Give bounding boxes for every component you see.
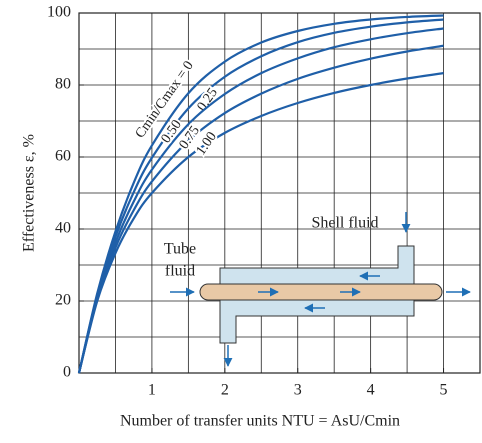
x-tick-label: 2 [221, 382, 229, 399]
curve [77, 14, 444, 374]
curve [77, 18, 444, 374]
plot-frame [78, 12, 481, 374]
x-tick-label: 5 [440, 382, 448, 399]
annotation: Shell fluid [311, 215, 378, 232]
y-tick-label: 60 [55, 148, 71, 165]
x-tick-label: 1 [148, 382, 156, 399]
heat-exchanger-diagram: Shell fluid Tube fluid [164, 212, 471, 367]
curve [77, 72, 444, 374]
annotation: Tube [164, 241, 196, 258]
y-axis-label: Effectiveness ε, % [21, 134, 38, 252]
curve [77, 27, 444, 374]
x-axis-label: Number of transfer units NTU = AsU/Cmin [120, 413, 400, 430]
x-tick-label: 4 [367, 382, 375, 399]
y-tick-label: 0 [63, 364, 71, 381]
x-tick-label: 3 [294, 382, 302, 399]
y-tick-label: 80 [55, 76, 71, 93]
y-tick-label: 40 [55, 220, 71, 237]
y-tick-label: 20 [55, 292, 71, 309]
annotation: fluid [165, 263, 195, 280]
curve [77, 44, 444, 374]
y-tick-label: 100 [47, 4, 71, 21]
